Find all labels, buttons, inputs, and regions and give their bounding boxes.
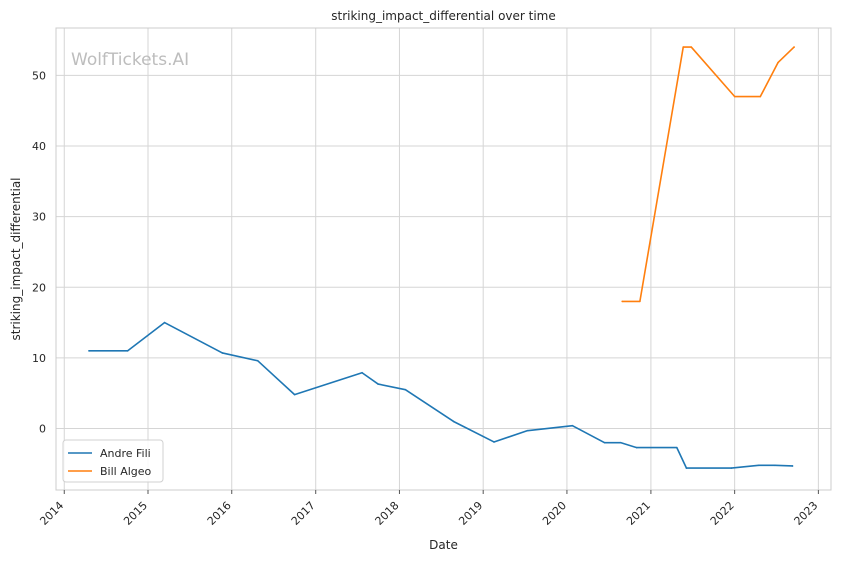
data-point (682, 46, 685, 48)
x-axis: 2014 2015 2016 2017 2018 2019 2020 2021 2022 2023 (37, 490, 821, 528)
x-tick-label: 2015 (121, 499, 150, 528)
data-point (493, 441, 495, 443)
data-point (404, 388, 407, 391)
y-tick-label: 10 (32, 352, 46, 365)
data-point (163, 321, 166, 324)
data-point (126, 350, 129, 352)
chart-title: striking_impact_differential over time (331, 9, 556, 23)
data-point (603, 441, 606, 444)
series-layer (88, 46, 795, 469)
data-point (759, 95, 762, 98)
data-point (730, 467, 733, 469)
data-point (757, 464, 760, 467)
data-point (793, 46, 795, 48)
plot-area (56, 28, 831, 490)
data-point (685, 467, 688, 469)
x-tick-label: 2023 (792, 499, 821, 528)
data-point (777, 61, 779, 64)
y-tick-label: 30 (32, 211, 46, 224)
y-axis-label: striking_impact_differential (9, 177, 23, 340)
data-point (293, 393, 296, 396)
x-tick-label: 2016 (205, 499, 234, 528)
data-point (452, 420, 455, 423)
legend: Andre Fili Bill Algeo (62, 439, 164, 483)
data-point (361, 371, 363, 374)
data-point (635, 446, 638, 449)
x-tick-label: 2019 (456, 499, 485, 528)
x-axis-label: Date (429, 538, 458, 552)
data-point (221, 352, 224, 354)
x-tick-label: 2017 (289, 499, 318, 528)
data-point (256, 359, 259, 362)
data-point (619, 441, 622, 444)
y-tick-label: 20 (32, 281, 46, 294)
x-tick-label: 2018 (373, 499, 402, 528)
x-tick-label: 2021 (624, 499, 653, 528)
y-tick-label: 0 (39, 423, 46, 436)
legend-entry: Andre Fili (100, 447, 151, 460)
data-point (621, 300, 624, 303)
data-point (88, 350, 90, 352)
data-point (676, 446, 678, 449)
grid (56, 28, 831, 490)
series-line-2 (621, 46, 795, 303)
watermark: WolfTickets.AI (71, 50, 189, 70)
data-point (639, 300, 641, 303)
plot-frame (55, 27, 832, 491)
legend-entry: Bill Algeo (100, 465, 152, 478)
x-tick-label: 2014 (37, 499, 66, 528)
x-tick-label: 2020 (540, 499, 569, 528)
data-point (773, 464, 776, 467)
y-axis: 0 10 20 30 40 50 (32, 69, 46, 435)
y-tick-label: 40 (32, 140, 46, 153)
y-tick-label: 50 (32, 69, 46, 82)
series-line-1 (88, 321, 794, 469)
data-point (571, 424, 574, 427)
data-point (791, 465, 794, 467)
data-point (733, 95, 736, 98)
data-point (377, 383, 379, 385)
data-point (526, 429, 529, 432)
x-tick-label: 2022 (708, 499, 737, 528)
data-point (690, 46, 693, 48)
